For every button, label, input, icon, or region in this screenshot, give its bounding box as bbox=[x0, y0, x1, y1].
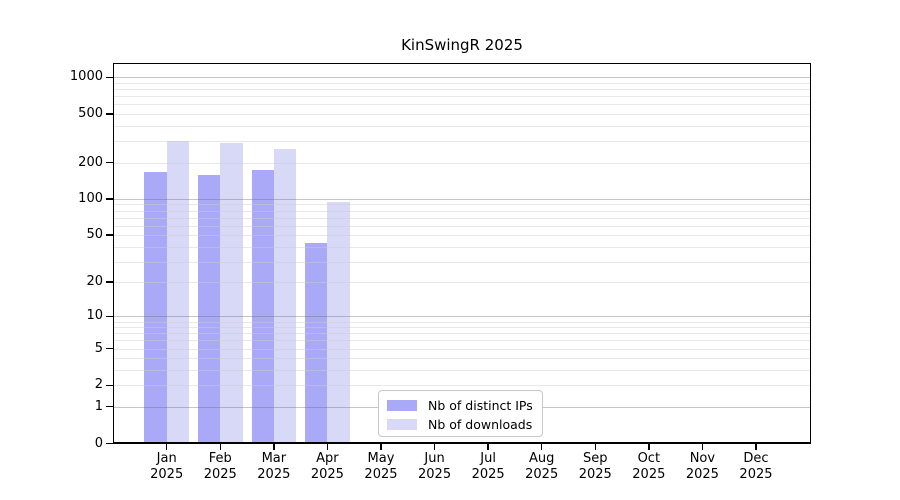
y-tick-label-50: 50 bbox=[86, 227, 103, 243]
legend-swatch-distinct-ips bbox=[387, 400, 417, 411]
gridline-minor-300 bbox=[113, 141, 811, 143]
bar-jan-distinct-ips bbox=[144, 171, 167, 443]
y-tick-label-100: 100 bbox=[78, 190, 103, 206]
legend-label-distinct-ips: Nb of distinct IPs bbox=[428, 398, 533, 413]
gridline-minor-9 bbox=[113, 321, 811, 323]
bar-feb-distinct-ips bbox=[197, 175, 221, 443]
gridline-minor-200 bbox=[113, 162, 811, 164]
bar-mar-downloads bbox=[273, 148, 297, 443]
gridline-minor-2 bbox=[113, 385, 811, 387]
x-tick-feb bbox=[219, 444, 221, 450]
x-tick-dec bbox=[755, 444, 757, 450]
bar-mar-distinct-ips bbox=[251, 170, 274, 443]
gridline-minor-500 bbox=[113, 114, 811, 116]
gridline-minor-8 bbox=[113, 327, 811, 329]
gridline-major-10 bbox=[113, 316, 811, 318]
gridline-minor-90 bbox=[113, 204, 811, 206]
x-tick-label-oct: Oct 2025 bbox=[632, 451, 666, 482]
bar-apr-distinct-ips bbox=[305, 242, 328, 443]
y-tick-1 bbox=[106, 406, 113, 408]
legend-label-downloads: Nb of downloads bbox=[428, 417, 533, 432]
x-tick-label-nov: Nov 2025 bbox=[685, 451, 719, 482]
x-tick-label-may: May 2025 bbox=[364, 451, 398, 482]
y-tick-label-5: 5 bbox=[94, 340, 103, 356]
bar-apr-downloads bbox=[327, 201, 350, 443]
y-tick-label-2: 2 bbox=[94, 377, 103, 393]
y-tick-label-200: 200 bbox=[78, 154, 103, 170]
gridline-minor-900 bbox=[113, 83, 811, 85]
gridline-minor-800 bbox=[113, 89, 811, 91]
y-tick-50 bbox=[106, 234, 113, 236]
x-tick-label-jun: Jun 2025 bbox=[418, 451, 452, 482]
gridline-minor-7 bbox=[113, 333, 811, 335]
gridline-major-1000 bbox=[113, 77, 811, 79]
gridline-minor-70 bbox=[113, 217, 811, 219]
legend: Nb of distinct IPs Nb of downloads bbox=[378, 390, 543, 437]
y-tick-label-10: 10 bbox=[86, 308, 103, 324]
x-tick-aug bbox=[540, 444, 543, 450]
y-tick-2 bbox=[106, 384, 113, 386]
gridline-minor-50 bbox=[113, 235, 811, 237]
gridline-minor-600 bbox=[113, 104, 811, 106]
gridline-minor-4 bbox=[113, 358, 811, 360]
x-tick-label-aug: Aug 2025 bbox=[525, 451, 559, 482]
x-tick-jan bbox=[166, 444, 168, 450]
y-tick-label-1000: 1000 bbox=[69, 69, 103, 85]
x-tick-may bbox=[380, 444, 382, 450]
x-tick-oct bbox=[648, 444, 650, 450]
y-tick-label-20: 20 bbox=[86, 274, 103, 290]
x-tick-mar bbox=[273, 444, 275, 450]
x-tick-label-dec: Dec 2025 bbox=[739, 451, 773, 482]
x-tick-sep bbox=[594, 444, 596, 450]
y-tick-10 bbox=[106, 315, 113, 318]
y-tick-100 bbox=[106, 198, 113, 200]
bar-feb-downloads bbox=[220, 142, 243, 443]
gridline-minor-6 bbox=[113, 340, 811, 342]
gridline-minor-20 bbox=[113, 282, 811, 284]
x-tick-jul bbox=[487, 444, 489, 450]
gridline-minor-60 bbox=[113, 225, 811, 227]
gridline-minor-80 bbox=[113, 210, 811, 212]
gridline-minor-400 bbox=[113, 125, 811, 127]
gridline-minor-30 bbox=[113, 261, 811, 263]
x-tick-label-apr: Apr 2025 bbox=[310, 451, 344, 482]
y-tick-200 bbox=[106, 161, 113, 164]
x-tick-label-sep: Sep 2025 bbox=[578, 451, 612, 482]
x-tick-label-feb: Feb 2025 bbox=[203, 451, 237, 482]
legend-item-downloads: Nb of downloads bbox=[379, 415, 542, 434]
y-tick-5 bbox=[106, 347, 113, 350]
x-tick-label-jul: Jul 2025 bbox=[471, 451, 505, 482]
legend-swatch-downloads bbox=[387, 419, 417, 430]
x-tick-nov bbox=[701, 444, 704, 450]
bar-jan-downloads bbox=[166, 141, 189, 443]
gridline-minor-40 bbox=[113, 246, 811, 248]
gridline-minor-700 bbox=[113, 96, 811, 98]
legend-item-distinct-ips: Nb of distinct IPs bbox=[379, 396, 542, 415]
gridline-minor-3 bbox=[113, 370, 811, 372]
x-tick-apr bbox=[326, 444, 329, 450]
y-tick-label-0: 0 bbox=[94, 435, 103, 451]
x-tick-label-jan: Jan 2025 bbox=[150, 451, 184, 482]
y-tick-1000 bbox=[106, 76, 113, 79]
y-tick-0 bbox=[106, 442, 113, 445]
y-tick-label-1: 1 bbox=[94, 398, 103, 414]
x-tick-label-mar: Mar 2025 bbox=[257, 451, 291, 482]
gridline-major-100 bbox=[113, 198, 811, 200]
y-tick-label-500: 500 bbox=[78, 106, 103, 122]
x-tick-jun bbox=[433, 444, 436, 450]
y-tick-500 bbox=[106, 113, 113, 115]
gridline-minor-5 bbox=[113, 348, 811, 350]
chart-title: KinSwingR 2025 bbox=[401, 36, 523, 54]
y-tick-20 bbox=[106, 281, 113, 283]
